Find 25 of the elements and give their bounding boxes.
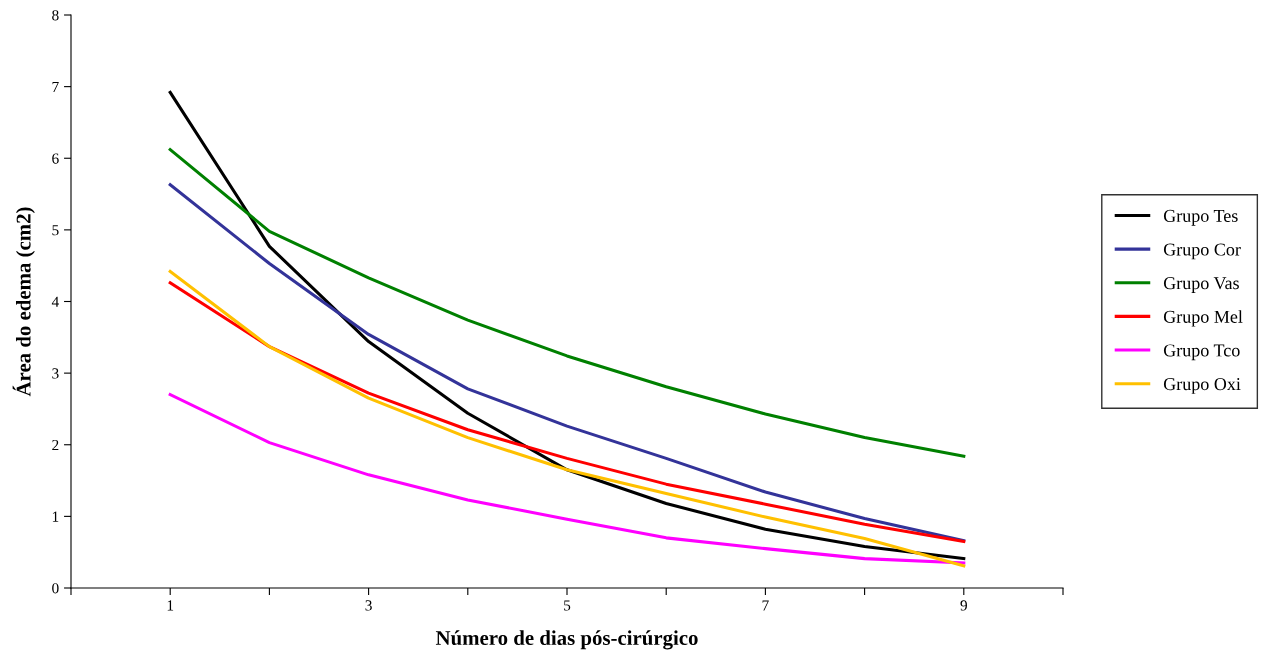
line-series [168,183,966,543]
line-series [168,393,966,565]
legend-label: Grupo Tes [1163,209,1238,226]
y-tick-label: 2 [52,439,59,451]
legend-label: Grupo Oxi [1163,378,1241,394]
y-tick-label: 6 [52,153,59,164]
legend-label: Grupo Vas [1163,277,1239,293]
x-tick-label: 5 [564,600,571,611]
y-tick-label: 4 [51,296,59,307]
x-tick-label: 3 [365,600,372,611]
legend-label: Grupo Mel [1163,310,1243,327]
x-tick-label: 7 [762,600,769,611]
x-tick-label: 9 [960,600,967,611]
y-tick-label: 8 [52,10,59,21]
legend-label: Grupo Tco [1163,344,1240,361]
y-tick-label: 0 [52,583,59,594]
y-tick-label: 1 [52,511,59,522]
y-axis-title: Área do edema (cm2) [12,207,35,397]
x-axis-title: Número de dias pós-cirúrgico [435,630,698,650]
y-tick-label: 7 [52,81,59,92]
y-tick-label: 5 [52,225,59,236]
legend-label: Grupo Cor [1163,243,1241,260]
x-tick-label: 1 [167,600,174,611]
y-tick-label: 3 [52,368,59,379]
line-series [168,148,966,458]
